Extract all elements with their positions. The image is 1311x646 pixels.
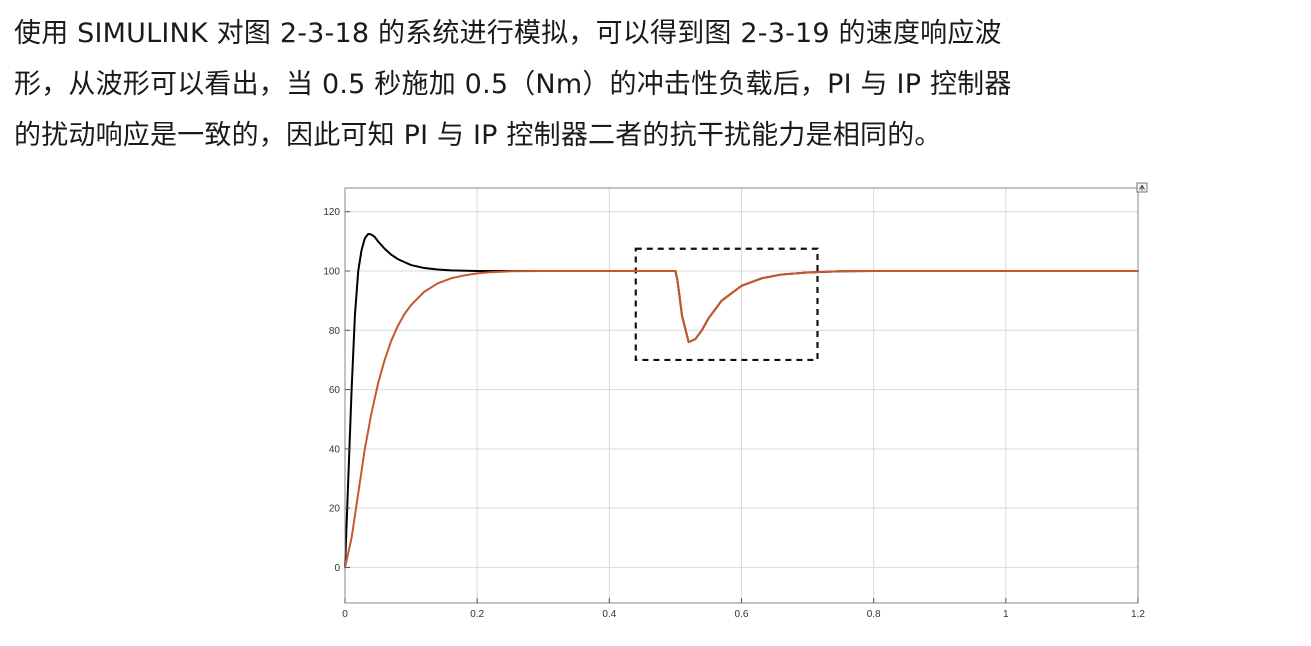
disturbance-highlight-box (634, 247, 819, 362)
series-layer (344, 232, 1139, 569)
x-tick-label: 1.2 (1131, 609, 1145, 620)
y-tick-label: 80 (329, 326, 341, 337)
axis-layer: 0 0.2 0.4 0.6 0.8 1 1.2 0 20 40 60 80 100 120 (323, 187, 1145, 620)
x-tick-label: 0.8 (867, 609, 881, 620)
speed-response-chart: 0 0.2 0.4 0.6 0.8 1 1.2 0 20 40 60 80 100 120 (300, 180, 1160, 642)
paragraph-line-1: 使用 SIMULINK 对图 2-3-18 的系统进行模拟，可以得到图 2-3-… (14, 18, 1002, 49)
y-tick-label: 120 (323, 207, 340, 218)
paragraph-line-2: 形，从波形可以看出，当 0.5 秒施加 0.5（Nm）的冲击性负载后，PI 与 … (14, 69, 1012, 100)
chart-svg: 0 0.2 0.4 0.6 0.8 1 1.2 0 20 40 60 80 100 120 (323, 182, 1148, 620)
grid-layer (345, 188, 1138, 603)
y-tick-label: 100 (323, 267, 340, 278)
expand-icon[interactable] (1136, 182, 1148, 193)
x-tick-label: 0.6 (735, 609, 749, 620)
expand-icon-glyph[interactable] (1139, 184, 1145, 191)
x-tick-label: 0.2 (470, 609, 484, 620)
y-tick-label: 20 (329, 504, 341, 515)
description-paragraph: 使用 SIMULINK 对图 2-3-18 的系统进行模拟，可以得到图 2-3-… (14, 8, 1299, 161)
x-tick-label: 0 (342, 609, 348, 620)
x-tick-label: 1 (1003, 609, 1009, 620)
series-line-2 (344, 270, 1139, 569)
paragraph-line-3: 的扰动响应是一致的，因此可知 PI 与 IP 控制器二者的抗干扰能力是相同的。 (14, 120, 942, 151)
y-tick-label: 0 (334, 563, 340, 574)
y-tick-label: 60 (329, 385, 341, 396)
highlight-box-layer (634, 247, 819, 362)
x-tick-label: 0.4 (602, 609, 616, 620)
y-tick-label: 40 (329, 444, 341, 455)
